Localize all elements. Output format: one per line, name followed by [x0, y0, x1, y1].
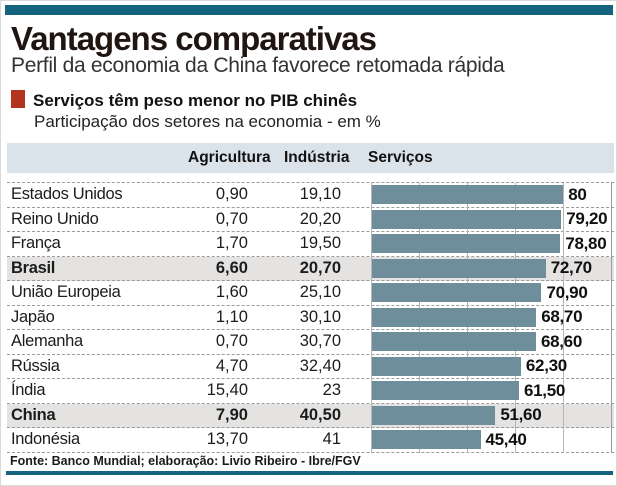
industria-value: 23: [322, 381, 341, 400]
red-bullet-icon: [11, 90, 25, 108]
services-bar-cell: 68,70: [372, 307, 611, 327]
table-row: Japão 1,10 30,10 68,70: [7, 306, 614, 330]
services-value-label: 70,90: [546, 282, 588, 302]
services-bar: [372, 307, 537, 327]
source-note: Fonte: Banco Mundial; elaboração: Livio …: [10, 454, 361, 468]
agricultura-value: 4,70: [215, 356, 248, 375]
services-bar: [372, 405, 496, 425]
services-bar: [372, 185, 564, 205]
table-row: Indonésia 13,70 41 45,40: [7, 428, 614, 453]
services-bar-cell: 80: [372, 185, 611, 205]
data-table: Estados Unidos 0,90 19,10 80 Reino Unido…: [7, 182, 614, 453]
services-bar-cell: 78,80: [372, 234, 611, 254]
services-bar: [372, 381, 519, 401]
services-value-label: 72,70: [550, 258, 592, 278]
services-value-label: 62,30: [525, 356, 567, 376]
chart-subheading: Participação dos setores na economia - e…: [34, 112, 381, 131]
country-label: Indonésia: [11, 430, 80, 449]
country-label: Reino Unido: [11, 209, 99, 228]
agricultura-value: 1,10: [215, 307, 248, 326]
column-header-industria: Indústria: [284, 149, 350, 166]
services-bar-cell: 62,30: [372, 356, 611, 376]
services-bar: [372, 356, 521, 376]
services-value-label: 78,80: [565, 233, 607, 253]
country-label: Estados Unidos: [11, 185, 123, 204]
top-rule: [5, 5, 613, 15]
services-value-label: 80: [568, 184, 587, 204]
services-bar-cell: 68,60: [372, 332, 611, 352]
chart-heading: Serviços têm peso menor no PIB chinês: [33, 91, 358, 110]
table-row: China 7,90 40,50 51,60: [7, 403, 614, 428]
industria-value: 30,10: [299, 307, 341, 326]
agricultura-value: 0,70: [215, 332, 248, 351]
table-row: Índia 15,40 23 61,50: [7, 379, 614, 404]
country-label: China: [11, 405, 56, 424]
services-bar: [372, 258, 546, 278]
bottom-rule: [6, 471, 613, 475]
services-bar: [372, 209, 562, 229]
industria-value: 41: [322, 430, 341, 449]
table-row: Alemanha 0,70 30,70 68,60: [7, 330, 614, 355]
agricultura-value: 1,70: [215, 234, 248, 253]
table-row: França 1,70 19,50 78,80: [7, 232, 614, 257]
country-label: Japão: [11, 307, 55, 326]
industria-value: 32,40: [299, 356, 341, 375]
country-label: França: [11, 234, 61, 253]
services-value-label: 68,70: [541, 307, 583, 327]
page-subtitle: Perfil da economia da China favorece ret…: [11, 54, 505, 77]
column-header-agricultura: Agricultura: [188, 149, 271, 166]
agricultura-value: 6,60: [215, 258, 248, 277]
page-title: Vantagens comparativas: [11, 20, 377, 57]
agricultura-value: 1,60: [215, 283, 248, 302]
services-bar-cell: 45,40: [372, 430, 611, 450]
services-bar: [372, 234, 561, 254]
services-value-label: 79,20: [566, 209, 608, 229]
table-row: Rússia 4,70 32,40 62,30: [7, 355, 614, 379]
agricultura-value: 7,90: [215, 405, 248, 424]
services-value-label: 45,40: [485, 429, 527, 449]
services-value-label: 51,60: [500, 405, 542, 425]
services-bar-cell: 72,70: [372, 258, 611, 278]
agricultura-value: 0,90: [215, 185, 248, 204]
table-row: Reino Unido 0,70 20,20 79,20: [7, 208, 614, 232]
agricultura-value: 15,40: [206, 381, 248, 400]
agricultura-value: 0,70: [215, 209, 248, 228]
column-header-servicos: Serviços: [368, 149, 433, 166]
country-label: Alemanha: [11, 332, 83, 351]
industria-value: 20,70: [299, 258, 341, 277]
services-bar-cell: 79,20: [372, 209, 611, 229]
industria-value: 25,10: [299, 283, 341, 302]
table-row: União Europeia 1,60 25,10 70,90: [7, 281, 614, 306]
industria-value: 20,20: [299, 209, 341, 228]
services-value-label: 68,60: [540, 331, 582, 351]
services-bar: [372, 430, 481, 450]
services-bar: [372, 283, 542, 303]
column-header-band: Agricultura Indústria Serviços: [7, 143, 614, 173]
country-label: Índia: [11, 381, 46, 400]
industria-value: 19,50: [299, 234, 341, 253]
country-label: Brasil: [11, 258, 56, 277]
table-row: Brasil 6,60 20,70 72,70: [7, 256, 614, 281]
services-value-label: 61,50: [523, 380, 566, 400]
country-label: Rússia: [11, 356, 60, 375]
services-bar-cell: 51,60: [372, 405, 611, 425]
industria-value: 30,70: [299, 332, 341, 351]
agricultura-value: 13,70: [206, 430, 248, 449]
industria-value: 40,50: [299, 405, 341, 424]
services-bar-cell: 61,50: [372, 381, 611, 401]
industria-value: 19,10: [299, 185, 341, 204]
services-bar: [372, 332, 536, 352]
table-row: Estados Unidos 0,90 19,10 80: [7, 183, 614, 208]
country-label: União Europeia: [11, 283, 121, 302]
services-bar-cell: 70,90: [372, 283, 611, 303]
